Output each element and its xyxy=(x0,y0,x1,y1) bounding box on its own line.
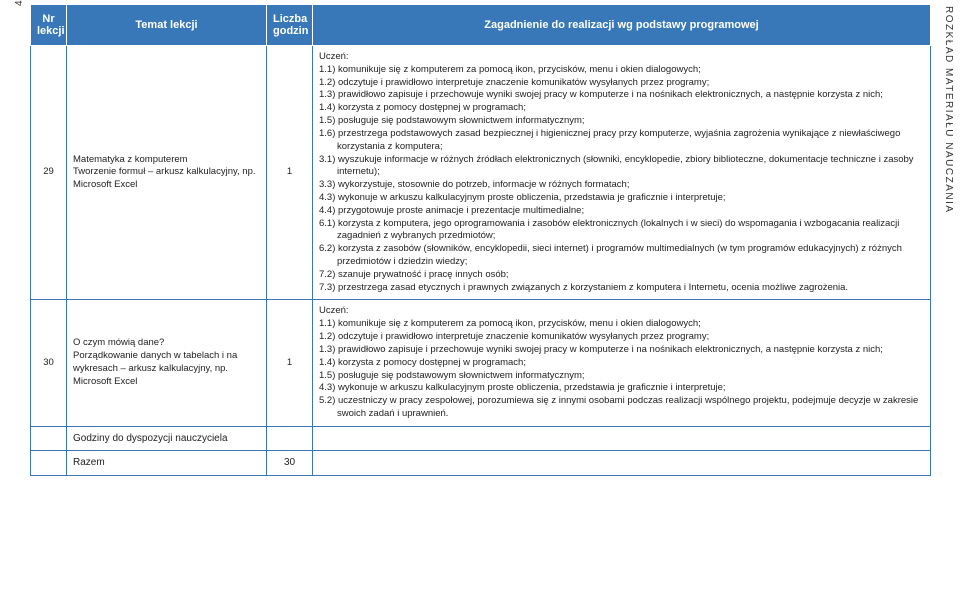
content-item: 1.3) prawidłowo zapisuje i przechowuje w… xyxy=(319,89,924,102)
content-item: 7.2) szanuje prywatność i pracę innych o… xyxy=(319,269,924,282)
cell-topic: Matematyka z komputerem Tworzenie formuł… xyxy=(67,46,267,300)
curriculum-table: Nr lekcji Temat lekcji Liczba godzin Zag… xyxy=(30,4,931,476)
content-item: 1.5) posługuje się podstawowym słownictw… xyxy=(319,115,924,128)
content-item: 1.1) komunikuje się z komputerem za pomo… xyxy=(319,64,924,77)
cell-hours: 1 xyxy=(267,46,313,300)
content-item: 1.2) odczytuje i prawidłowo interpretuje… xyxy=(319,77,924,90)
table-body: 29Matematyka z komputerem Tworzenie form… xyxy=(31,46,931,427)
table-row: 30O czym mówią dane? Porządkowanie danyc… xyxy=(31,300,931,426)
content-item: 1.2) odczytuje i prawidłowo interpretuje… xyxy=(319,331,924,344)
teacher-hours-row: Godziny do dyspozycji nauczyciela xyxy=(31,426,931,451)
content-item: 1.3) prawidłowo zapisuje i przechowuje w… xyxy=(319,344,924,357)
cell-content: Uczeń:1.1) komunikuje się z komputerem z… xyxy=(313,300,931,426)
content-item: 1.4) korzysta z pomocy dostępnej w progr… xyxy=(319,357,924,370)
content-item: 1.4) korzysta z pomocy dostępnej w progr… xyxy=(319,102,924,115)
content-item: 4.3) wykonuje w arkuszu kalkulacyjnym pr… xyxy=(319,192,924,205)
cell-topic: O czym mówią dane? Porządkowanie danych … xyxy=(67,300,267,426)
content-item: 3.3) wykorzystuje, stosownie do potrzeb,… xyxy=(319,179,924,192)
header-hours: Liczba godzin xyxy=(267,5,313,46)
teacher-hours-label: Godziny do dyspozycji nauczyciela xyxy=(67,426,267,451)
total-row: Razem 30 xyxy=(31,451,931,476)
content-lead: Uczeń: xyxy=(319,51,924,64)
empty-cell xyxy=(31,451,67,476)
header-nr: Nr lekcji xyxy=(31,5,67,46)
content-item: 4.4) przygotowuje proste animacje i prez… xyxy=(319,205,924,218)
content-item: 7.3) przestrzega zasad etycznych i prawn… xyxy=(319,282,924,295)
content-item: 5.2) uczestniczy w pracy zespołowej, por… xyxy=(319,395,924,421)
side-title: ROZKŁAD MATERIAŁU NAUCZANIA xyxy=(943,6,954,214)
header-topic: Temat lekcji xyxy=(67,5,267,46)
empty-cell xyxy=(313,451,931,476)
empty-cell xyxy=(31,426,67,451)
empty-cell xyxy=(313,426,931,451)
cell-nr: 29 xyxy=(31,46,67,300)
content-item: 1.1) komunikuje się z komputerem za pomo… xyxy=(319,318,924,331)
content-item: 6.1) korzysta z komputera, jego oprogram… xyxy=(319,218,924,244)
content-item: 1.6) przestrzega podstawowych zasad bezp… xyxy=(319,128,924,154)
content-item: 1.5) posługuje się podstawowym słownictw… xyxy=(319,370,924,383)
content-item: 6.2) korzysta z zasobów (słowników, ency… xyxy=(319,243,924,269)
total-value: 30 xyxy=(267,451,313,476)
content-lead: Uczeń: xyxy=(319,305,924,318)
total-label: Razem xyxy=(67,451,267,476)
content-item: 4.3) wykonuje w arkuszu kalkulacyjnym pr… xyxy=(319,382,924,395)
page-number: 48 xyxy=(14,0,25,6)
empty-cell xyxy=(267,426,313,451)
content-item: 3.1) wyszukuje informacje w różnych źród… xyxy=(319,154,924,180)
cell-nr: 30 xyxy=(31,300,67,426)
cell-content: Uczeń:1.1) komunikuje się z komputerem z… xyxy=(313,46,931,300)
table-header-row: Nr lekcji Temat lekcji Liczba godzin Zag… xyxy=(31,5,931,46)
cell-hours: 1 xyxy=(267,300,313,426)
table-row: 29Matematyka z komputerem Tworzenie form… xyxy=(31,46,931,300)
header-content: Zagadnienie do realizacji wg podstawy pr… xyxy=(313,5,931,46)
